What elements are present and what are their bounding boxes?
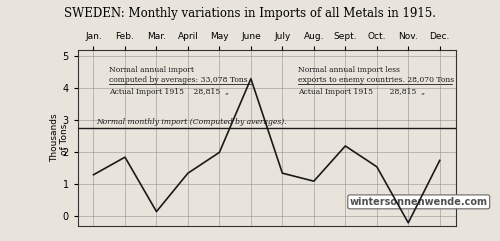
Text: SWEDEN: Monthly variations in Imports of all Metals in 1915.: SWEDEN: Monthly variations in Imports of… xyxy=(64,7,436,20)
Text: Normal monthly import (Computed by averages).: Normal monthly import (Computed by avera… xyxy=(96,118,288,126)
Text: Actual Import 1915       28,815  „: Actual Import 1915 28,815 „ xyxy=(298,88,425,96)
Y-axis label: Thousands
of Tons.: Thousands of Tons. xyxy=(50,114,70,162)
Text: Normal annual import: Normal annual import xyxy=(109,66,194,74)
Text: Actual Import 1915    28,815  „: Actual Import 1915 28,815 „ xyxy=(109,88,229,96)
Text: wintersonnenwende.com: wintersonnenwende.com xyxy=(350,197,488,207)
Text: Normal annual import less: Normal annual import less xyxy=(298,66,400,74)
Text: exports to enemy countries. 28,070 Tons: exports to enemy countries. 28,070 Tons xyxy=(298,75,454,84)
Text: computed by averages: 33,078 Tons: computed by averages: 33,078 Tons xyxy=(109,75,248,84)
